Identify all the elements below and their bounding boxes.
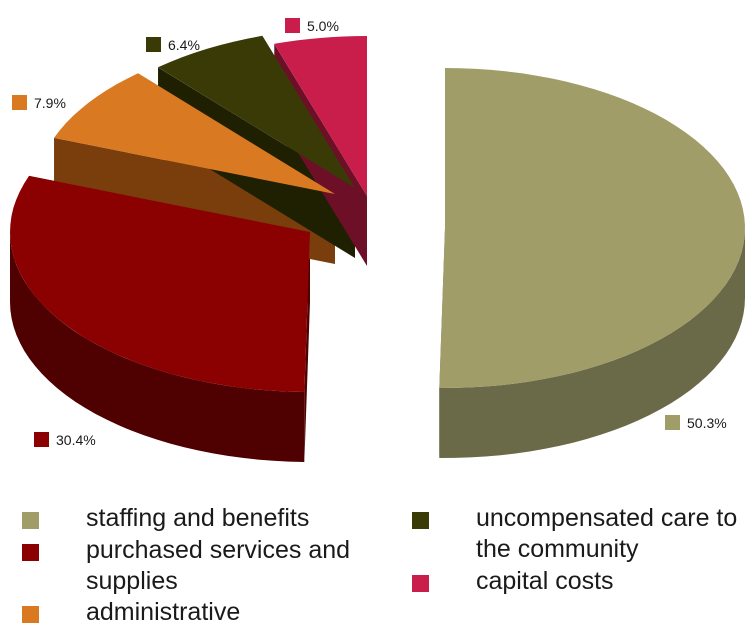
legend-item-staffing: staffing and benefits	[22, 503, 362, 534]
slice-purchased	[10, 175, 310, 392]
legend-label-purchased: purchased services and supplies	[86, 536, 351, 595]
slice-side-staffing	[439, 228, 745, 458]
slice-side-purchased	[10, 232, 305, 462]
data-label-uncompensated: 6.4%	[168, 37, 200, 53]
legend-label-staffing: staffing and benefits	[86, 504, 310, 532]
legend-item-administrative: administrative	[22, 597, 362, 628]
data-label-swatch-staffing	[665, 415, 680, 430]
legend-item-capital: capital costs	[412, 566, 742, 597]
data-label-swatch-uncompensated	[146, 37, 161, 52]
data-labels: 50.3% 30.4% 7.9% 6.4% 5.0%	[12, 18, 727, 448]
slice-staffing	[439, 68, 745, 388]
legend-swatch-administrative	[22, 606, 39, 623]
legend-label-capital: capital costs	[476, 567, 614, 595]
data-label-staffing: 50.3%	[687, 415, 727, 431]
pie-tops	[10, 35, 745, 392]
legend-item-purchased: purchased services and supplies	[22, 535, 362, 597]
data-label-purchased: 30.4%	[56, 432, 96, 448]
data-label-administrative: 7.9%	[34, 95, 66, 111]
legend-item-uncompensated: uncompensated care to the community	[412, 503, 742, 565]
legend-label-uncompensated: uncompensated care to the community	[476, 504, 738, 563]
data-label-swatch-capital	[285, 18, 300, 33]
slice-capital	[274, 36, 367, 196]
legend-label-administrative: administrative	[86, 598, 241, 626]
legend-swatch-uncompensated	[412, 512, 429, 529]
data-label-swatch-administrative	[12, 95, 27, 110]
legend-swatch-purchased	[22, 544, 39, 561]
legend-swatch-staffing	[22, 512, 39, 529]
data-label-swatch-purchased	[34, 432, 49, 447]
legend-column-right: uncompensated care to the community capi…	[412, 503, 742, 597]
data-label-capital: 5.0%	[307, 18, 339, 34]
slice-uncompensated	[158, 35, 355, 188]
slice-administrative	[54, 73, 335, 194]
legend-swatch-capital	[412, 575, 429, 592]
pie-chart: 50.3% 30.4% 7.9% 6.4% 5.0%	[10, 18, 745, 462]
legend-column-left: staffing and benefits purchased services…	[22, 503, 362, 628]
